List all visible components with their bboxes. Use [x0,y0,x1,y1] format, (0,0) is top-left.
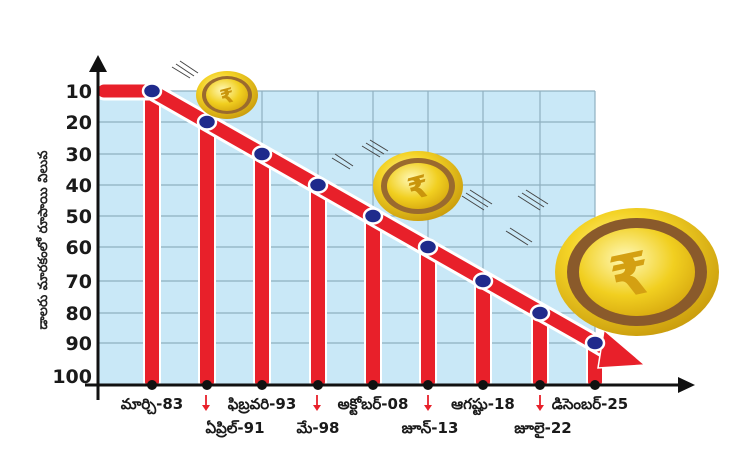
svg-text:70: 70 [66,271,92,293]
svg-text:ఏప్రిల్-91: ఏప్రిల్-91 [205,419,264,438]
svg-text:90: 90 [66,333,92,355]
x-tick-labels: మార్చి-83 ఏప్రిల్-91 ఫిబ్రవరి-93 మే-98 అ… [121,395,628,439]
svg-text:₹: ₹ [217,83,237,110]
data-points [141,82,606,352]
svg-text:ఫిబ్రవరి-93: ఫిబ్రవరి-93 [228,395,297,414]
y-tick-labels: 10 20 30 40 50 60 70 80 90 100 [52,81,92,388]
svg-text:జూలై-22: జూలై-22 [514,419,571,439]
motion-streaks [171,60,549,246]
y-axis-label: డాలరు మారకంలో రూపాయి విలువ [35,150,51,330]
x-label-down-arrows [202,395,544,411]
x-tick-dots [147,380,600,390]
svg-text:40: 40 [66,175,92,197]
svg-text:100: 100 [52,366,92,388]
plot-grid [98,90,596,385]
rupee-coin-icon: ₹ [196,71,258,119]
rupee-coin-icon: ₹ [555,208,719,336]
svg-text:అక్టోబర్-08: అక్టోబర్-08 [338,395,409,416]
svg-text:20: 20 [66,112,92,134]
svg-text:80: 80 [66,303,92,325]
svg-text:50: 50 [66,206,92,228]
svg-text:10: 10 [66,81,92,103]
svg-text:మార్చి-83: మార్చి-83 [121,395,183,415]
svg-text:ఆగష్టు-18: ఆగష్టు-18 [451,395,515,416]
svg-text:మే-98: మే-98 [297,419,340,437]
axes [85,55,695,400]
rupee-coin-icon: ₹ [373,151,463,221]
svg-text:డిసెంబర్-25: డిసెంబర్-25 [552,395,628,413]
svg-text:60: 60 [66,237,92,259]
svg-text:30: 30 [66,144,92,166]
svg-text:జూన్-13: జూన్-13 [402,419,459,437]
